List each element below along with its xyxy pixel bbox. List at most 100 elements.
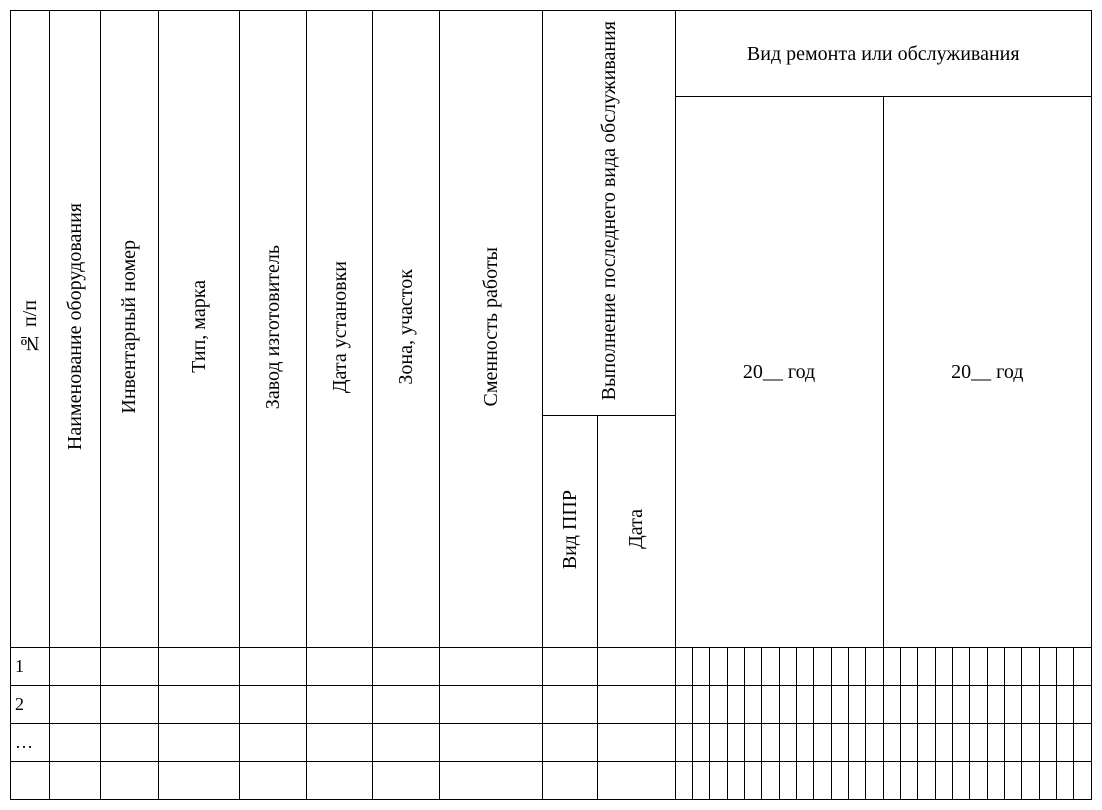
cell (1005, 724, 1022, 762)
col-header-zone: Зона, участок (373, 11, 439, 648)
col-label-type: Тип, марка (180, 270, 218, 383)
cell (883, 724, 900, 762)
cell (727, 648, 744, 686)
cell (710, 724, 727, 762)
cell (848, 686, 865, 724)
col-header-last-service: Выполнение последнего вида обслуживания (542, 11, 675, 416)
cell (918, 724, 935, 762)
cell (727, 762, 744, 800)
cell (1074, 762, 1092, 800)
cell (796, 724, 813, 762)
cell (158, 686, 239, 724)
table-row (11, 762, 1092, 800)
cell (439, 724, 542, 762)
col-header-ppr-type: Вид ППР (542, 416, 598, 648)
cell (953, 686, 970, 724)
cell (598, 648, 675, 686)
cell (49, 686, 100, 724)
cell (101, 762, 159, 800)
col-label-last-service: Выполнение последнего вида обслуживания (588, 11, 630, 410)
cell (762, 762, 779, 800)
cell (306, 724, 372, 762)
cell (306, 686, 372, 724)
table-body: 1 2 … (11, 648, 1092, 800)
cell (675, 724, 692, 762)
col-header-inst-date: Дата установки (306, 11, 372, 648)
cell (744, 686, 761, 724)
cell (710, 686, 727, 724)
cell (744, 724, 761, 762)
table-row: … (11, 724, 1092, 762)
cell (1005, 648, 1022, 686)
cell-num: 2 (11, 686, 50, 724)
col-label-repair: Вид ремонта или обслуживания (747, 43, 1020, 65)
table-row: 1 (11, 648, 1092, 686)
cell (779, 724, 796, 762)
cell (987, 724, 1004, 762)
cell (1039, 724, 1056, 762)
col-header-num: № п/п (11, 11, 50, 648)
cell (935, 648, 952, 686)
cell (1005, 686, 1022, 724)
cell (727, 724, 744, 762)
cell (762, 724, 779, 762)
cell (373, 724, 439, 762)
cell (306, 762, 372, 800)
cell (970, 686, 987, 724)
cell-num: 1 (11, 648, 50, 686)
cell (1057, 724, 1074, 762)
col-header-name: Наименование оборудования (49, 11, 100, 648)
cell (970, 648, 987, 686)
col-label-inst-date: Дата установки (321, 251, 359, 403)
cell (848, 648, 865, 686)
cell (1057, 648, 1074, 686)
cell (779, 686, 796, 724)
col-header-inv: Инвентарный номер (101, 11, 159, 648)
cell (158, 648, 239, 686)
cell (1039, 762, 1056, 800)
cell (1074, 686, 1092, 724)
cell (796, 762, 813, 800)
cell (779, 648, 796, 686)
cell (900, 724, 917, 762)
col-header-ppr-date: Дата (598, 416, 675, 648)
cell (101, 648, 159, 686)
cell (744, 762, 761, 800)
col-label-year2: 20__ год (951, 361, 1023, 383)
cell (542, 686, 598, 724)
col-header-repair: Вид ремонта или обслуживания (675, 11, 1092, 97)
cell (866, 686, 883, 724)
cell (866, 762, 883, 800)
cell (49, 762, 100, 800)
cell (918, 762, 935, 800)
cell (762, 648, 779, 686)
cell (1022, 686, 1039, 724)
col-label-shift: Сменность работы (472, 237, 510, 416)
cell (779, 762, 796, 800)
cell (970, 724, 987, 762)
cell (598, 686, 675, 724)
cell (710, 762, 727, 800)
cell (918, 648, 935, 686)
cell (953, 648, 970, 686)
col-label-zone: Зона, участок (387, 259, 425, 395)
cell (710, 648, 727, 686)
cell (1057, 762, 1074, 800)
cell (814, 648, 831, 686)
cell (101, 686, 159, 724)
table-header: № п/п Наименование оборудования Инвентар… (11, 11, 1092, 648)
cell (598, 724, 675, 762)
col-header-mfr: Завод изготовитель (240, 11, 306, 648)
cell (542, 648, 598, 686)
cell (101, 724, 159, 762)
cell (158, 762, 239, 800)
cell (866, 724, 883, 762)
col-label-name: Наименование оборудования (56, 193, 94, 460)
col-label-mfr: Завод изготовитель (254, 235, 292, 419)
cell (883, 762, 900, 800)
cell (675, 648, 692, 686)
cell (953, 762, 970, 800)
cell (373, 686, 439, 724)
cell-num: … (11, 724, 50, 762)
cell (692, 762, 709, 800)
